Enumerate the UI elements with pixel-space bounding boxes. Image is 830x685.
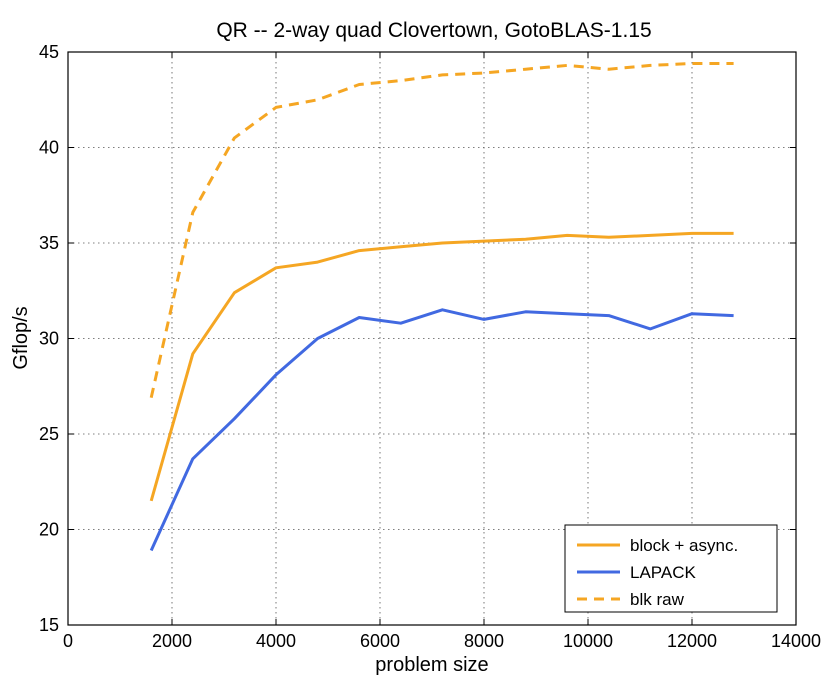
y-tick-label: 45 <box>39 42 59 62</box>
x-tick-label: 14000 <box>771 631 821 651</box>
plot-frame <box>67 51 797 626</box>
series-line-2 <box>149 62 734 399</box>
x-tick-label: 0 <box>63 631 73 651</box>
x-tick-label: 8000 <box>464 631 504 651</box>
legend-label-0: block + async. <box>630 536 738 555</box>
x-tick-label: 12000 <box>667 631 717 651</box>
y-tick-label: 35 <box>39 233 59 253</box>
x-tick-label: 10000 <box>563 631 613 651</box>
x-axis-label: problem size <box>375 654 488 676</box>
y-axis-label: Gflop/s <box>10 306 32 369</box>
y-tick-label: 15 <box>39 615 59 635</box>
y-tick-label: 30 <box>39 329 59 349</box>
x-tick-label: 6000 <box>360 631 400 651</box>
series-line-1 <box>149 308 734 552</box>
legend: block + async. LAPACK blk raw <box>564 524 778 613</box>
data-series <box>149 62 734 552</box>
legend-label-2: blk raw <box>630 590 685 609</box>
x-tick-label: 2000 <box>152 631 192 651</box>
legend-label-1: LAPACK <box>630 563 696 582</box>
x-tick-label: 4000 <box>256 631 296 651</box>
grid-lines <box>68 52 796 625</box>
series-line-0 <box>149 231 734 502</box>
y-tick-label: 25 <box>39 424 59 444</box>
y-tick-label: 20 <box>39 520 59 540</box>
axis-ticks: 0 2000 4000 6000 8000 10000 12000 14000 15 20 25 30… <box>39 42 821 651</box>
y-tick-label: 40 <box>39 138 59 158</box>
chart-title: QR -- 2-way quad Clovertown, GotoBLAS-1.… <box>216 19 651 42</box>
